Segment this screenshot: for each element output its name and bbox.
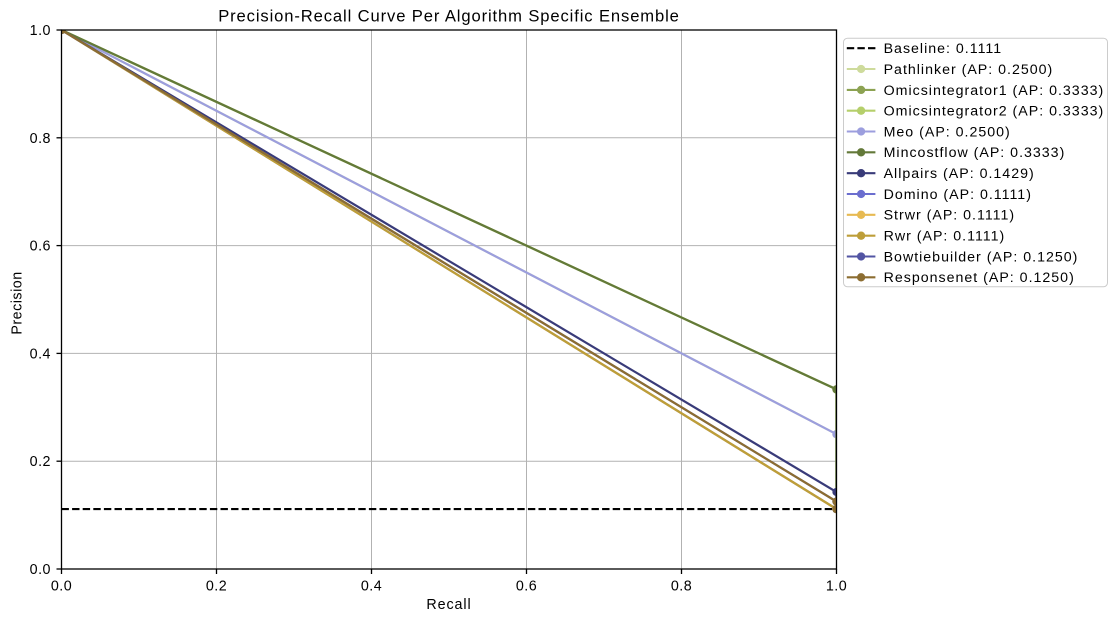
- svg-text:Recall: Recall: [426, 597, 471, 613]
- svg-text:Mincostflow (AP: 0.3333): Mincostflow (AP: 0.3333): [884, 145, 1066, 161]
- svg-text:Meo (AP: 0.2500): Meo (AP: 0.2500): [884, 124, 1011, 140]
- svg-text:0.6: 0.6: [516, 579, 537, 595]
- svg-text:Omicsintegrator2 (AP: 0.3333): Omicsintegrator2 (AP: 0.3333): [884, 104, 1105, 120]
- svg-text:Omicsintegrator1 (AP: 0.3333): Omicsintegrator1 (AP: 0.3333): [884, 83, 1105, 99]
- svg-text:Allpairs (AP: 0.1429): Allpairs (AP: 0.1429): [884, 166, 1035, 182]
- svg-text:Baseline: 0.1111: Baseline: 0.1111: [884, 41, 1003, 57]
- svg-text:0.8: 0.8: [30, 131, 51, 147]
- svg-text:0.8: 0.8: [671, 579, 692, 595]
- svg-text:Domino (AP: 0.1111): Domino (AP: 0.1111): [884, 187, 1032, 203]
- svg-text:0.2: 0.2: [206, 579, 227, 595]
- svg-text:Responsenet (AP: 0.1250): Responsenet (AP: 0.1250): [884, 270, 1075, 286]
- svg-text:0.4: 0.4: [30, 346, 51, 362]
- svg-text:Precision: Precision: [9, 271, 25, 334]
- svg-text:Rwr (AP: 0.1111): Rwr (AP: 0.1111): [884, 229, 1006, 245]
- svg-text:1.0: 1.0: [30, 23, 51, 39]
- svg-text:1.0: 1.0: [826, 579, 847, 595]
- svg-text:0.2: 0.2: [30, 454, 51, 470]
- svg-text:0.0: 0.0: [51, 579, 72, 595]
- svg-text:0.4: 0.4: [361, 579, 382, 595]
- svg-text:Bowtiebuilder (AP: 0.1250): Bowtiebuilder (AP: 0.1250): [884, 249, 1079, 265]
- svg-text:Precision-Recall Curve Per Alg: Precision-Recall Curve Per Algorithm Spe…: [218, 7, 680, 26]
- svg-text:0.6: 0.6: [30, 239, 51, 255]
- svg-text:0.0: 0.0: [30, 562, 51, 578]
- svg-text:Pathlinker (AP: 0.2500): Pathlinker (AP: 0.2500): [884, 62, 1054, 78]
- svg-text:Strwr (AP: 0.1111): Strwr (AP: 0.1111): [884, 208, 1016, 224]
